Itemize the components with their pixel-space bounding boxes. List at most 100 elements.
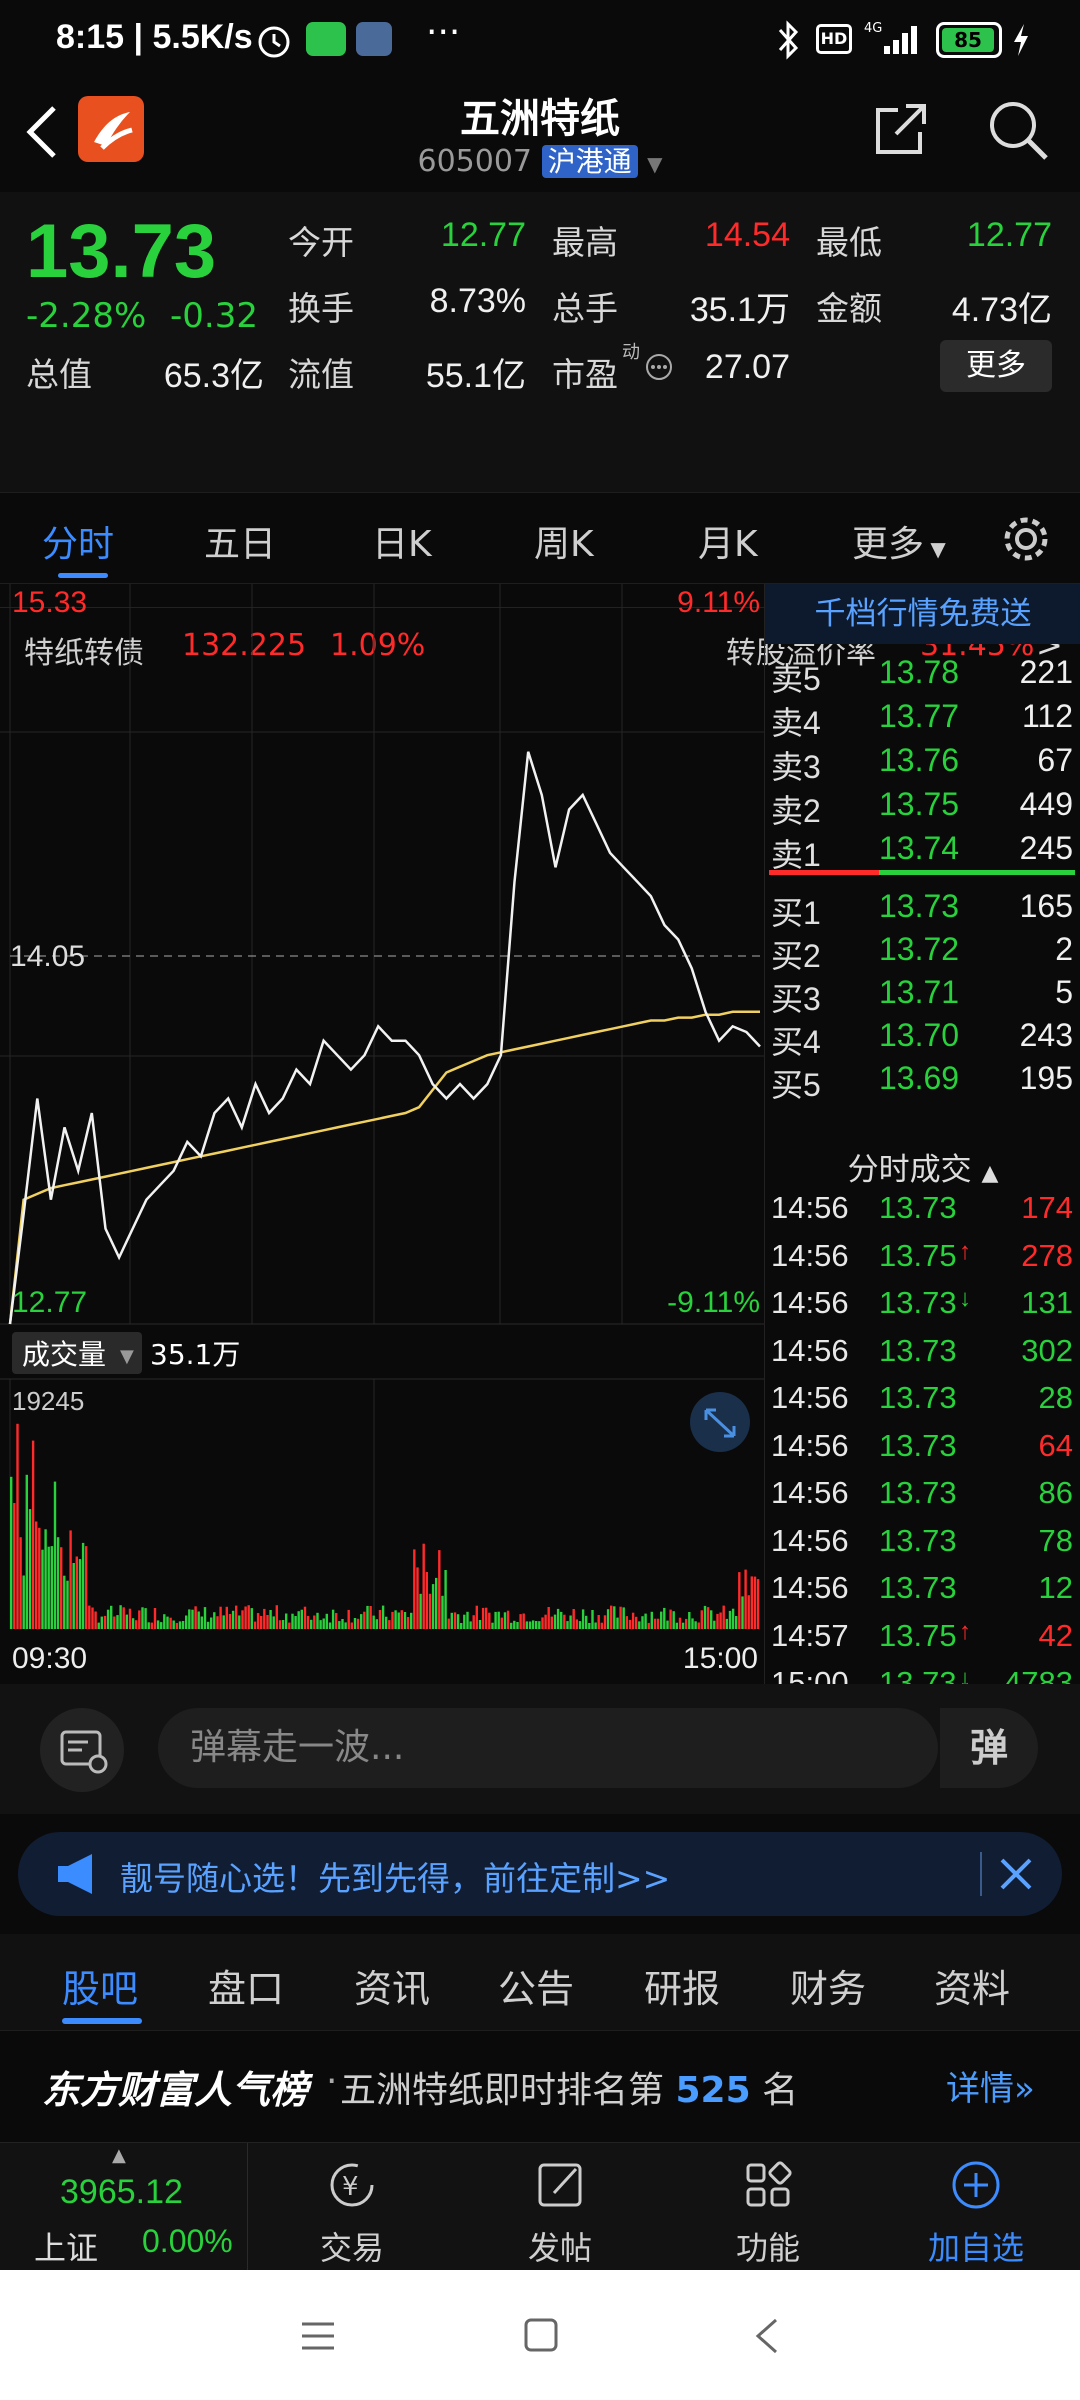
volume-bar <box>416 1567 419 1629</box>
volume-bar <box>581 1609 585 1629</box>
volume-bar <box>31 1440 35 1629</box>
volume-bar <box>672 1611 675 1629</box>
share-icon[interactable] <box>872 100 932 160</box>
search-icon[interactable] <box>986 98 1050 162</box>
tick-volume: 174 <box>1021 1190 1073 1225</box>
tab-pankou[interactable]: 盘口 <box>208 1967 285 2011</box>
volume-bar <box>213 1612 216 1629</box>
nav-trade-label: 交易 <box>319 2229 384 2267</box>
pct-min-label: -9.11% <box>667 1286 760 1319</box>
popularity-rank[interactable]: 东方财富人气榜 · 五洲特纸即时排名第 525 名 详情» <box>0 2030 1080 2160</box>
ask-row[interactable]: 卖5 13.78 221 <box>765 654 1080 698</box>
close-icon[interactable] <box>998 1856 1034 1892</box>
danmaku-settings-button[interactable] <box>40 1708 124 1792</box>
gear-icon[interactable] <box>1000 513 1052 565</box>
nav-functions[interactable]: 功能 <box>668 2143 868 2271</box>
volume-bar <box>428 1593 432 1629</box>
volume-bar <box>453 1612 457 1629</box>
menu-icon[interactable] <box>300 2318 336 2354</box>
volume-bar <box>731 1608 735 1629</box>
ask-row[interactable]: 卖4 13.77 112 <box>765 698 1080 742</box>
volume-bar <box>738 1572 741 1629</box>
ask-bar <box>769 870 879 875</box>
bid-row[interactable]: 买4 13.70 243 <box>765 1017 1080 1061</box>
tab-more[interactable]: 更多 ▼ <box>852 524 946 565</box>
bid-row[interactable]: 买1 13.73 165 <box>765 888 1080 932</box>
tick-volume: 278 <box>1021 1237 1073 1273</box>
more-quote-button[interactable]: 更多 <box>940 340 1052 392</box>
volume-bar <box>406 1617 410 1629</box>
volume-bar <box>710 1610 713 1629</box>
ask-row[interactable]: 卖1 13.74 245 <box>765 830 1080 874</box>
bid-row[interactable]: 买5 13.69 195 <box>765 1060 1080 1104</box>
rank-detail-link[interactable]: 详情» <box>946 2069 1035 2109</box>
bid-volume: 2 <box>1055 931 1073 967</box>
quote-panel: 13.73 -2.28% -0.32 总值 65.3亿 今开 12.77 最高 … <box>0 192 1080 671</box>
tab-profile[interactable]: 资料 <box>934 1967 1011 2011</box>
volume-bar <box>135 1620 138 1629</box>
index-ticker[interactable]: ▲ 3965.12 上证 0.00% <box>0 2143 248 2271</box>
volume-bar <box>50 1546 53 1629</box>
volume-bar <box>163 1614 166 1629</box>
tab-finance[interactable]: 财务 <box>790 1967 867 2011</box>
volume-bar <box>344 1622 347 1629</box>
level2-banner[interactable]: 千档行情免费送 <box>765 584 1080 644</box>
tab-daily-k[interactable]: 日K <box>372 524 432 565</box>
volume-bar <box>622 1607 625 1629</box>
open-value: 12.77 <box>440 216 526 254</box>
volume-bar <box>266 1615 269 1629</box>
volume-bar <box>616 1617 619 1629</box>
volume-bar <box>91 1607 94 1629</box>
tick-price: 13.73 <box>879 1427 957 1463</box>
tab-monthly-k[interactable]: 月K <box>698 524 758 565</box>
volume-bar <box>328 1622 332 1629</box>
ask-label: 卖4 <box>771 705 821 741</box>
nav-add-watchlist[interactable]: 加自选 <box>876 2143 1076 2271</box>
volume-bar <box>166 1616 169 1629</box>
stock-code[interactable]: 605007 沪港通 ▼ <box>417 144 663 179</box>
volume-bar <box>303 1606 307 1629</box>
bid-row[interactable]: 买3 13.71 5 <box>765 974 1080 1018</box>
danmaku-input[interactable]: 弹幕走一波... <box>158 1708 938 1788</box>
home-icon[interactable] <box>522 2316 560 2354</box>
volume-bar <box>219 1606 222 1629</box>
volume-bar <box>603 1615 607 1629</box>
tab-five-day[interactable]: 五日 <box>204 524 277 565</box>
tick-time: 14:56 <box>771 1285 849 1320</box>
volume-value: 35.1万 <box>689 291 790 329</box>
volume-bar <box>563 1614 566 1629</box>
tab-research[interactable]: 研报 <box>644 1967 721 2011</box>
tab-announcements[interactable]: 公告 <box>498 1967 575 2011</box>
volume-bar <box>191 1609 194 1629</box>
expand-icon <box>704 1408 736 1438</box>
back-arrow-icon[interactable] <box>22 102 62 162</box>
pe-value: 27.07 <box>704 348 790 386</box>
tab-news[interactable]: 资讯 <box>354 1967 431 2011</box>
tab-intraday[interactable]: 分时 <box>42 524 115 565</box>
info-dots-icon[interactable] <box>644 352 674 382</box>
volume-bar <box>735 1616 738 1629</box>
nav-trade[interactable]: ¥ 交易 <box>252 2143 452 2271</box>
volume-bar <box>44 1529 47 1629</box>
volume-bar <box>200 1616 203 1629</box>
system-nav-bar <box>0 2270 1080 2400</box>
bid-row[interactable]: 买2 13.72 2 <box>765 931 1080 975</box>
tab-guba[interactable]: 股吧 <box>62 1967 139 2011</box>
volume-bar <box>650 1611 653 1629</box>
tab-weekly-k[interactable]: 周K <box>534 524 594 565</box>
promo-banner[interactable]: 靓号随心选！先到先得，前往定制>> <box>18 1832 1062 1916</box>
ticks-title[interactable]: 分时成交 ▲ <box>847 1152 999 1188</box>
back-icon[interactable] <box>752 2316 782 2356</box>
volume-bar <box>688 1612 691 1629</box>
volume-bar <box>63 1575 66 1629</box>
danmaku-toggle-button[interactable]: 弹 <box>940 1708 1038 1788</box>
ask-row[interactable]: 卖2 13.75 449 <box>765 786 1080 830</box>
nav-post[interactable]: 发帖 <box>460 2143 660 2271</box>
signal-4g-icon: 4G <box>864 21 917 54</box>
volume-bar <box>585 1615 588 1629</box>
ask-row[interactable]: 卖3 13.76 67 <box>765 742 1080 786</box>
volume-bar <box>169 1617 172 1629</box>
volume-bar <box>360 1614 363 1629</box>
intraday-chart[interactable]: 15.33 14.05 12.77 9.11% -9.11% 成交量 ▼ 35.… <box>0 584 764 1684</box>
volume-selector[interactable] <box>12 1332 142 1374</box>
